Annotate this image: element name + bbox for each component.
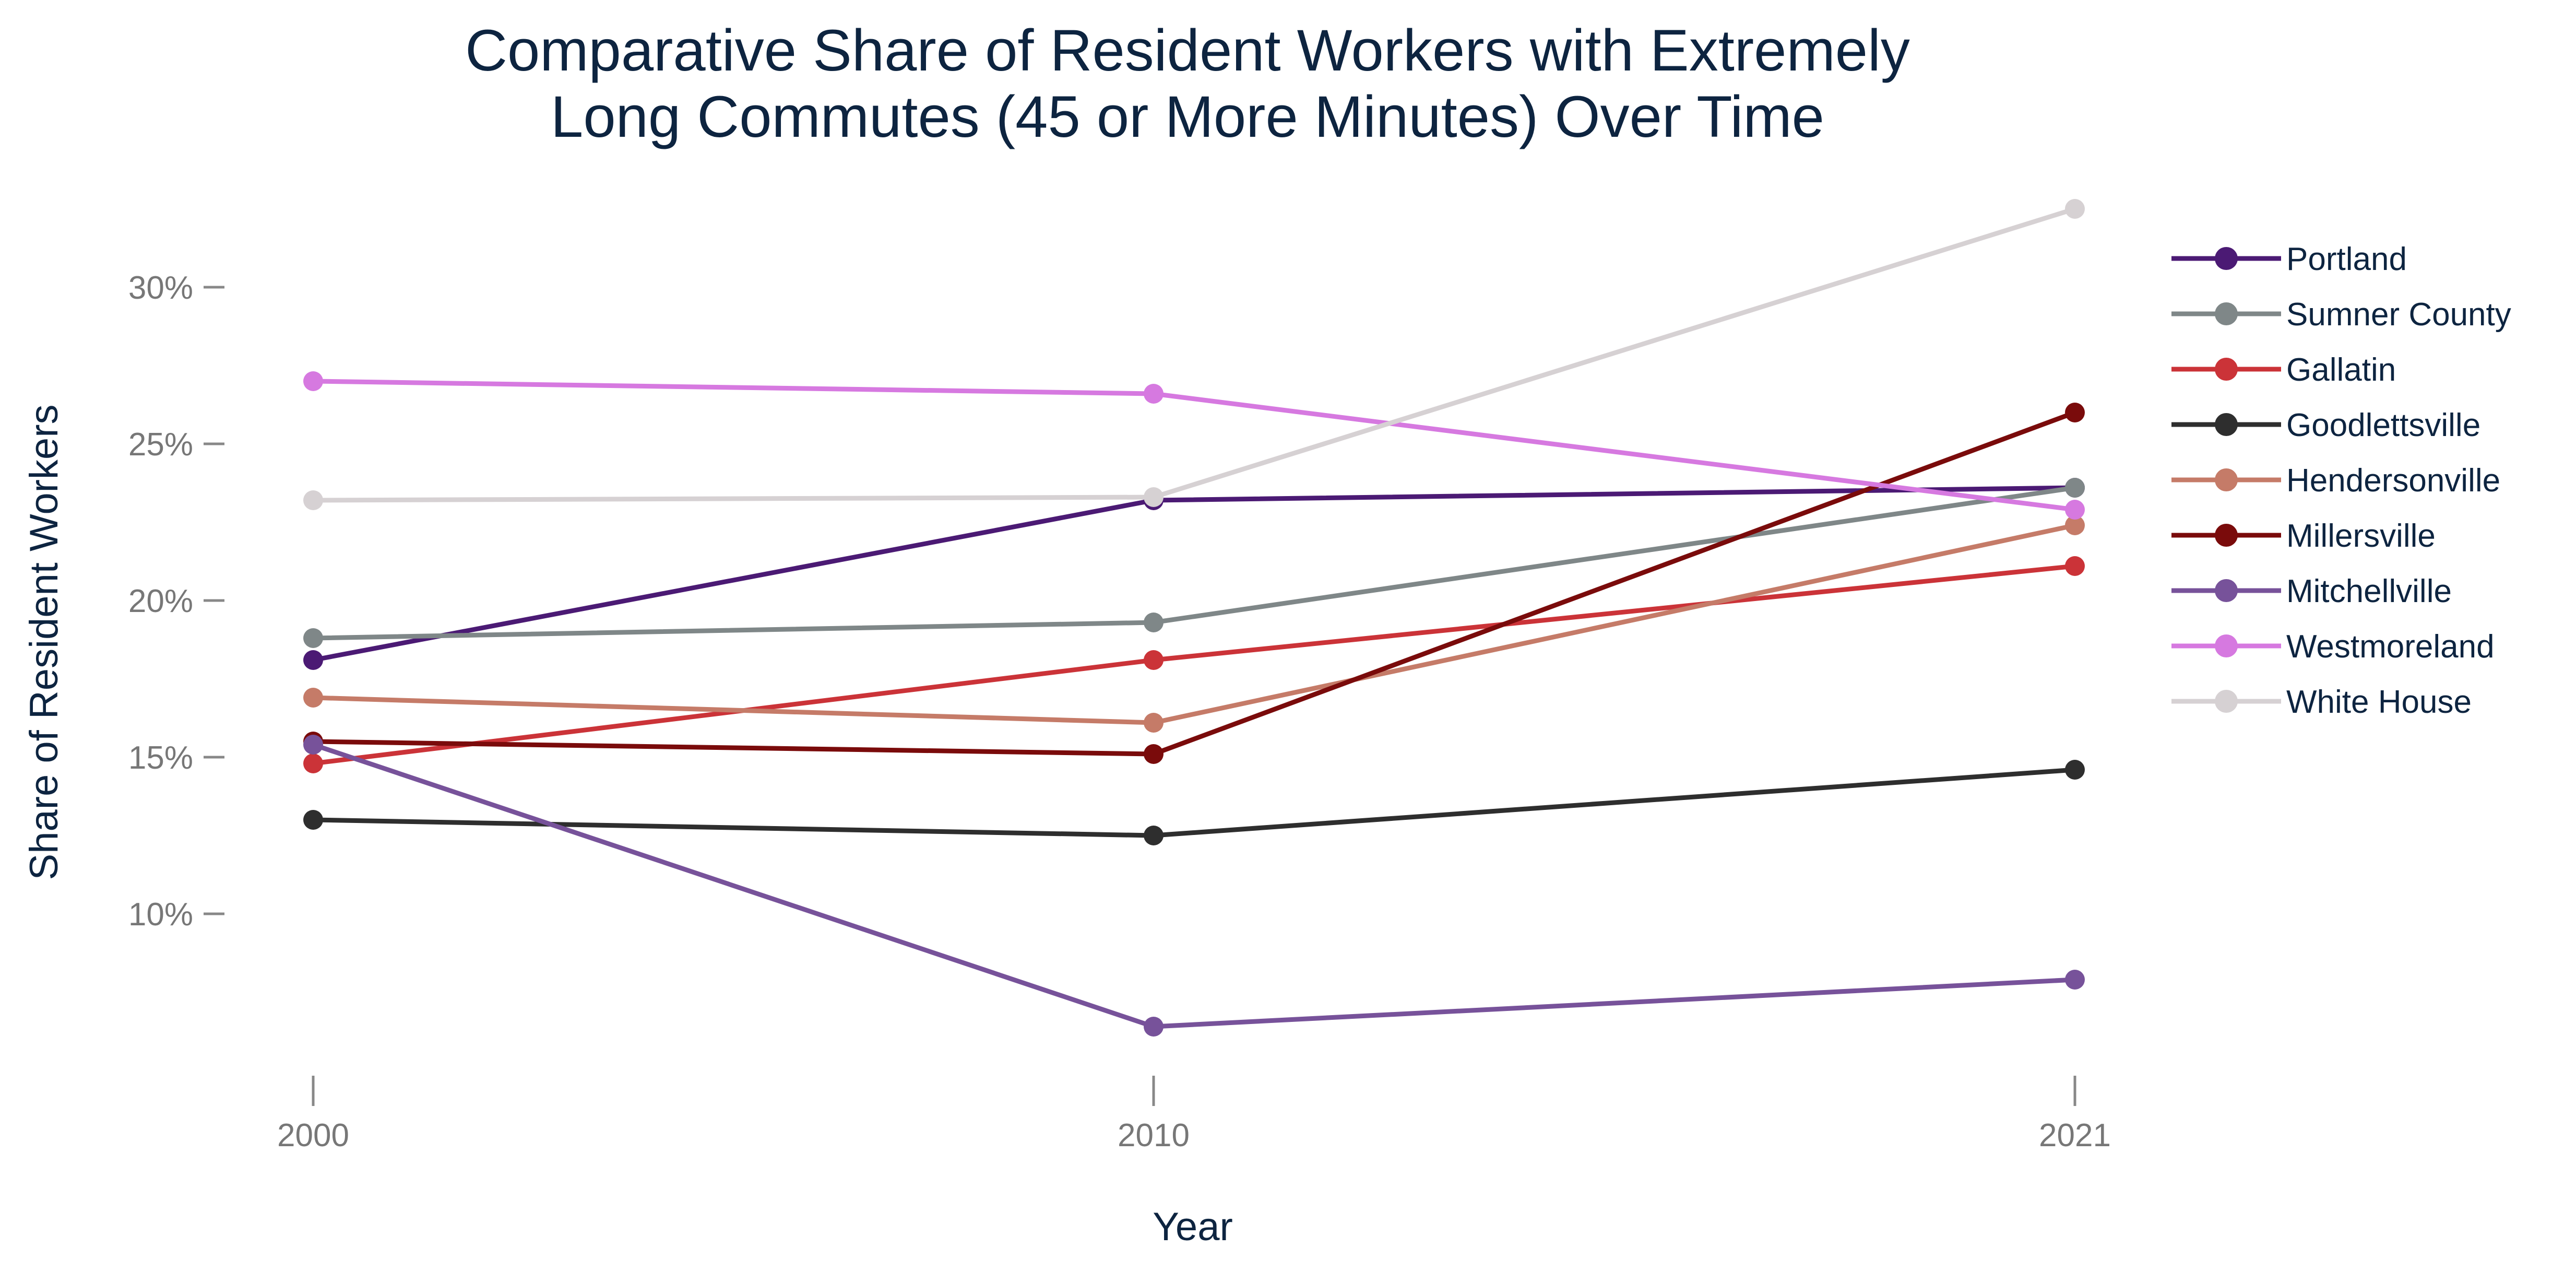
- y-axis-title: Share of Resident Workers: [22, 405, 66, 880]
- data-point-white-house: [1144, 487, 1164, 507]
- legend-label: Sumner County: [2286, 297, 2511, 333]
- data-point-millersville: [2065, 403, 2085, 422]
- data-point-millersville: [1144, 744, 1164, 764]
- legend-label: Millersville: [2286, 518, 2436, 554]
- series-white-house: [303, 199, 2085, 510]
- series-sumner-county: [303, 478, 2085, 648]
- legend-marker: [2215, 302, 2238, 325]
- series-hendersonville: [303, 515, 2085, 733]
- legend-item-mitchellville: Mitchellville: [2171, 573, 2452, 609]
- x-tick-label: 2010: [1118, 1117, 1190, 1154]
- y-tick-label: 15%: [128, 740, 193, 776]
- legend-label: Gallatin: [2286, 352, 2396, 388]
- legend-item-portland: Portland: [2171, 241, 2407, 277]
- data-point-sumner-county: [1144, 613, 1164, 632]
- data-point-mitchellville: [2065, 970, 2085, 990]
- legend-label: Mitchellville: [2286, 573, 2452, 609]
- legend: Portland Sumner County Gallatin Goodlettsvi…: [2171, 241, 2511, 720]
- legend-item-westmoreland: Westmoreland: [2171, 629, 2495, 665]
- series-millersville: [303, 403, 2085, 764]
- data-point-mitchellville: [303, 735, 323, 755]
- data-point-goodlettsville: [2065, 760, 2085, 780]
- data-point-goodlettsville: [1144, 826, 1164, 845]
- data-point-hendersonville: [2065, 515, 2085, 535]
- y-axis: 10% 15% 20% 25% 30%: [128, 270, 224, 933]
- series-line-goodlettsville: [311, 767, 2078, 838]
- data-point-sumner-county: [303, 628, 323, 648]
- legend-marker: [2215, 690, 2238, 713]
- legend-marker: [2215, 247, 2238, 270]
- series-mitchellville: [303, 735, 2085, 1037]
- legend-label: Goodlettsville: [2286, 407, 2480, 443]
- legend-marker: [2215, 413, 2238, 436]
- series-westmoreland: [303, 371, 2085, 520]
- x-tick-label: 2021: [2039, 1117, 2111, 1154]
- legend-item-gallatin: Gallatin: [2171, 352, 2396, 388]
- legend-label: Westmoreland: [2286, 629, 2495, 665]
- legend-marker: [2215, 468, 2238, 491]
- data-point-gallatin: [303, 754, 323, 773]
- series-line-gallatin: [311, 563, 2078, 766]
- legend-marker: [2215, 579, 2238, 602]
- series-gallatin: [303, 556, 2085, 773]
- legend-marker: [2215, 358, 2238, 381]
- legend-item-white-house: White House: [2171, 684, 2472, 720]
- data-point-hendersonville: [303, 688, 323, 708]
- legend-label: White House: [2286, 684, 2472, 720]
- data-point-gallatin: [1144, 650, 1164, 670]
- y-tick-label: 10%: [128, 897, 193, 933]
- legend-label: Hendersonville: [2286, 463, 2500, 499]
- y-tick-label: 30%: [128, 270, 193, 306]
- series-group: [303, 199, 2085, 1037]
- data-point-goodlettsville: [303, 810, 323, 830]
- legend-item-sumner-county: Sumner County: [2171, 297, 2511, 333]
- y-tick-label: 25%: [128, 427, 193, 463]
- x-tick-label: 2000: [277, 1117, 349, 1154]
- legend-item-millersville: Millersville: [2171, 518, 2436, 554]
- data-point-westmoreland: [1144, 384, 1164, 404]
- series-goodlettsville: [303, 760, 2085, 845]
- data-point-sumner-county: [2065, 478, 2085, 498]
- data-point-westmoreland: [2065, 500, 2085, 520]
- chart-title-line-2: Long Commutes (45 or More Minutes) Over …: [551, 84, 1824, 149]
- legend-label: Portland: [2286, 241, 2407, 277]
- legend-item-hendersonville: Hendersonville: [2171, 463, 2500, 499]
- x-axis: 2000 2010 2021: [277, 1076, 2111, 1154]
- legend-marker: [2215, 524, 2238, 547]
- x-axis-title: Year: [1153, 1205, 1233, 1249]
- chart-title-line-1: Comparative Share of Resident Workers wi…: [465, 18, 1910, 83]
- data-point-white-house: [2065, 199, 2085, 219]
- data-point-gallatin: [2065, 556, 2085, 576]
- data-point-portland: [303, 650, 323, 670]
- series-line-white-house: [311, 206, 2078, 503]
- data-point-hendersonville: [1144, 713, 1164, 733]
- data-point-mitchellville: [1144, 1017, 1164, 1037]
- data-point-white-house: [303, 490, 323, 510]
- series-line-hendersonville: [311, 523, 2078, 725]
- y-tick-label: 20%: [128, 583, 193, 619]
- legend-item-goodlettsville: Goodlettsville: [2171, 407, 2480, 443]
- data-point-westmoreland: [303, 371, 323, 391]
- legend-marker: [2215, 634, 2238, 657]
- chart-title: Comparative Share of Resident Workers wi…: [465, 18, 1910, 149]
